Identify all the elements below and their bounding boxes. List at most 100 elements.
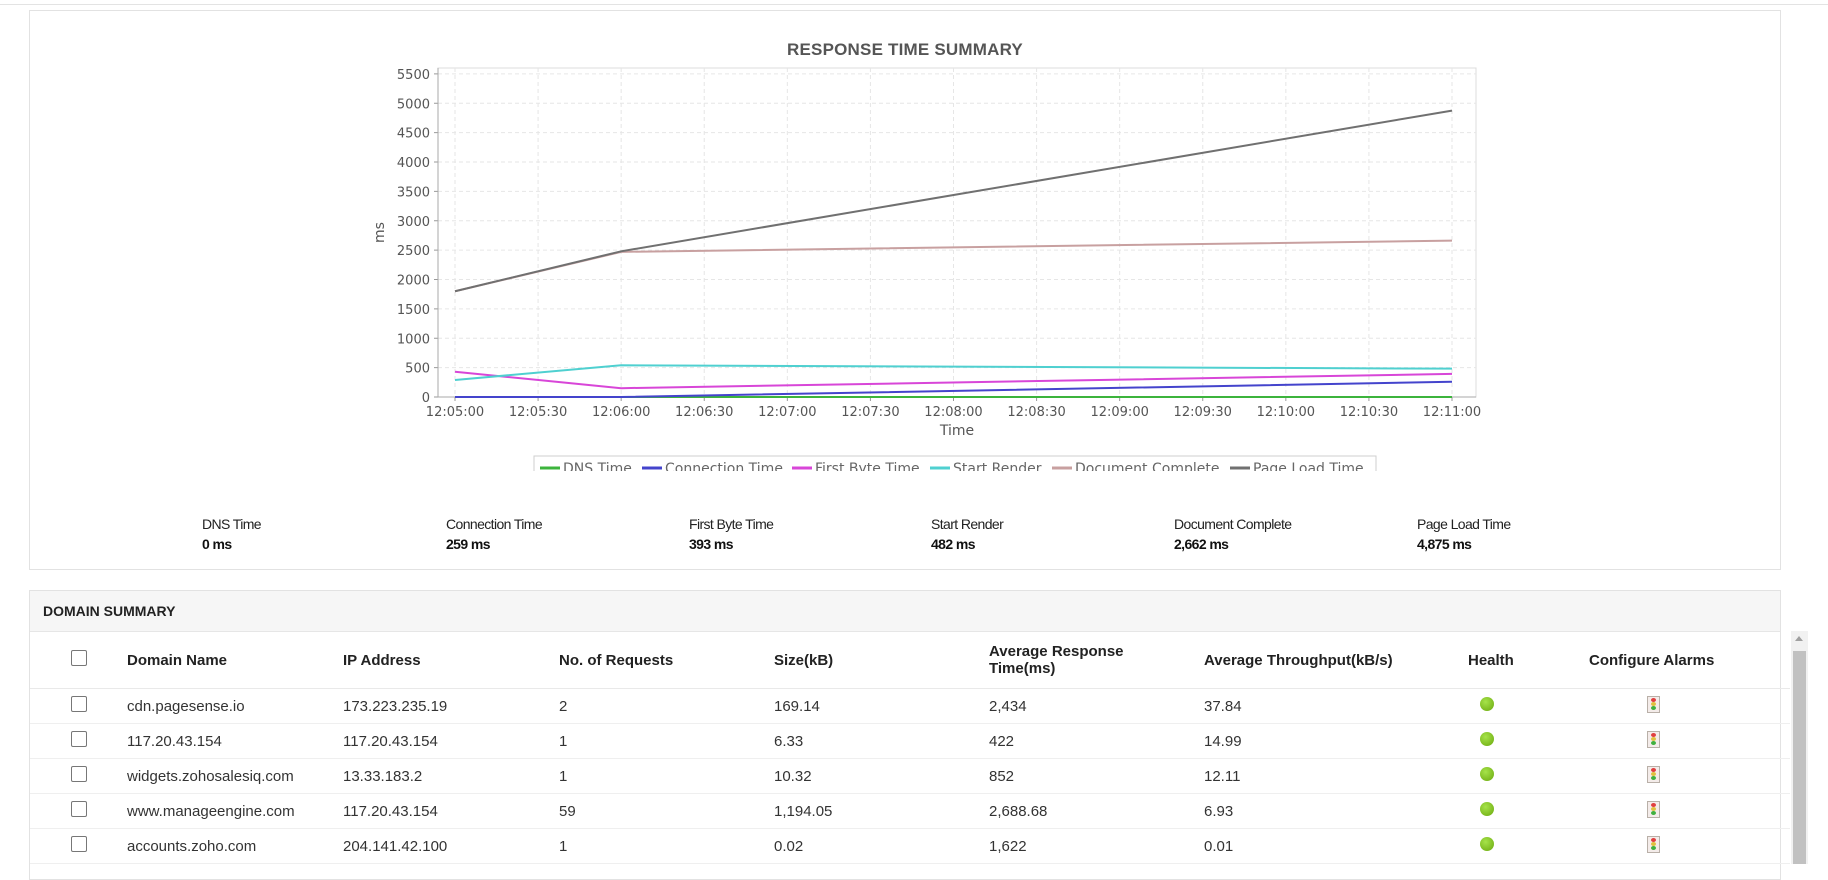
col-requests[interactable]: No. of Requests xyxy=(559,632,774,689)
cell-requests: 59 xyxy=(559,793,774,829)
traffic-light-icon[interactable] xyxy=(1647,800,1660,818)
domain-summary-panel: DOMAIN SUMMARY Domain Name IP Address No… xyxy=(29,590,1790,880)
cell-health xyxy=(1439,793,1589,829)
cell-avg-response: 1,622 xyxy=(989,828,1204,864)
x-tick-label: 12:05:00 xyxy=(426,405,484,420)
col-avg-response[interactable]: Average Response Time(ms) xyxy=(989,632,1204,689)
series-line xyxy=(454,109,1453,293)
y-tick-label: 3000 xyxy=(397,215,430,230)
cell-size: 1,194.05 xyxy=(774,793,989,829)
cell-throughput: 12.11 xyxy=(1204,758,1439,794)
x-tick-label: 12:10:00 xyxy=(1257,405,1315,420)
response-time-chart: 0 500 1000 1500 2000 2500 3000 3500 4000 4500 5000… xyxy=(372,67,1481,471)
scroll-thumb[interactable] xyxy=(1793,651,1806,864)
health-status-icon xyxy=(1480,802,1494,816)
cell-size: 169.14 xyxy=(774,688,989,724)
summary-value: 2,662 ms xyxy=(1174,536,1229,552)
summary-value: 393 ms xyxy=(689,536,733,552)
cell-health xyxy=(1439,688,1589,724)
col-throughput[interactable]: Average Throughput(kB/s) xyxy=(1204,632,1439,689)
x-tick-label: 12:06:00 xyxy=(592,405,650,420)
y-tick-label: 4500 xyxy=(397,127,430,142)
col-configure-alarms[interactable]: Configure Alarms xyxy=(1589,632,1790,689)
scroll-up-icon[interactable] xyxy=(1795,636,1803,641)
summary-stats: DNS Time 0 ms Connection Time 259 ms Fir… xyxy=(30,516,1780,566)
cell-avg-response: 422 xyxy=(989,723,1204,759)
y-tick-label: 4000 xyxy=(397,156,430,171)
legend-label: First Byte Time xyxy=(815,461,920,471)
cell-health xyxy=(1439,828,1589,864)
row-checkbox[interactable] xyxy=(70,731,87,747)
cell-health xyxy=(1439,723,1589,759)
x-tick-label: 12:11:00 xyxy=(1423,405,1481,420)
row-checkbox[interactable] xyxy=(70,696,87,712)
cell-configure-alarms xyxy=(1589,723,1790,759)
traffic-light-icon[interactable] xyxy=(1647,835,1660,853)
col-avg-response-line2: Time(ms) xyxy=(989,660,1056,677)
cell-ip: 204.141.42.100 xyxy=(343,828,559,864)
cell-size: 0.02 xyxy=(774,828,989,864)
table-row: cdn.pagesense.io 173.223.235.19 2 169.14 2,4… xyxy=(30,688,1790,724)
cell-health xyxy=(1439,758,1589,794)
domain-table: Domain Name IP Address No. of Requests S… xyxy=(30,632,1790,864)
table-row: 117.20.43.154 117.20.43.154 1 6.33 422 14.99 xyxy=(30,723,1790,759)
row-checkbox[interactable] xyxy=(70,801,87,817)
summary-first-byte: First Byte Time 393 ms xyxy=(689,516,889,552)
col-size[interactable]: Size(kB) xyxy=(774,632,989,689)
table-header-row: Domain Name IP Address No. of Requests S… xyxy=(30,632,1790,689)
traffic-light-icon[interactable] xyxy=(1647,765,1660,783)
cell-avg-response: 2,688.68 xyxy=(989,793,1204,829)
summary-dns: DNS Time 0 ms xyxy=(202,516,402,552)
row-select-cell xyxy=(30,688,127,724)
summary-value: 259 ms xyxy=(446,536,490,552)
y-tick-label: 2000 xyxy=(397,274,430,289)
response-time-panel: RESPONSE TIME SUMMARY 0 500 1000 1500 2000 25… xyxy=(29,10,1781,570)
health-status-icon xyxy=(1480,767,1494,781)
x-tick-label: 12:09:00 xyxy=(1090,405,1148,420)
x-tick-label: 12:07:30 xyxy=(841,405,899,420)
summary-label: Connection Time xyxy=(446,516,543,532)
health-status-icon xyxy=(1480,837,1494,851)
legend-label: Document Complete xyxy=(1075,461,1219,471)
row-checkbox[interactable] xyxy=(70,766,87,782)
summary-label: Document Complete xyxy=(1174,516,1292,532)
y-axis-label: ms xyxy=(372,222,388,243)
summary-connection: Connection Time 259 ms xyxy=(446,516,646,552)
legend-label: Connection Time xyxy=(665,461,783,471)
traffic-light-icon[interactable] xyxy=(1647,695,1660,713)
table-scrollbar[interactable] xyxy=(1791,631,1808,864)
health-status-icon xyxy=(1480,732,1494,746)
row-select-cell xyxy=(30,723,127,759)
col-avg-response-line1: Average Response xyxy=(989,643,1124,660)
col-domain-name[interactable]: Domain Name xyxy=(127,632,343,689)
cell-domain: widgets.zohosalesiq.com xyxy=(127,758,343,794)
series-line xyxy=(454,364,1453,381)
cell-avg-response: 2,434 xyxy=(989,688,1204,724)
traffic-light-icon[interactable] xyxy=(1647,730,1660,748)
cell-requests: 1 xyxy=(559,723,774,759)
cell-ip: 117.20.43.154 xyxy=(343,723,559,759)
summary-value: 4,875 ms xyxy=(1417,536,1472,552)
cell-ip: 117.20.43.154 xyxy=(343,793,559,829)
summary-label: Start Render xyxy=(931,516,1004,532)
y-tick-label: 2500 xyxy=(397,244,430,259)
select-all-checkbox[interactable] xyxy=(70,650,87,666)
plot-area xyxy=(437,67,1477,398)
series-line xyxy=(454,370,1453,390)
health-status-icon xyxy=(1480,697,1494,711)
cell-configure-alarms xyxy=(1589,793,1790,829)
cell-requests: 1 xyxy=(559,758,774,794)
x-tick-label: 12:08:30 xyxy=(1007,405,1065,420)
cell-ip: 13.33.183.2 xyxy=(343,758,559,794)
row-checkbox[interactable] xyxy=(70,836,87,852)
cell-requests: 2 xyxy=(559,688,774,724)
col-ip-address[interactable]: IP Address xyxy=(343,632,559,689)
cell-domain: www.manageengine.com xyxy=(127,793,343,829)
cell-configure-alarms xyxy=(1589,758,1790,794)
y-tick-label: 500 xyxy=(405,362,430,377)
col-health[interactable]: Health xyxy=(1439,632,1589,689)
cell-configure-alarms xyxy=(1589,828,1790,864)
legend-label: Page Load Time xyxy=(1253,461,1364,471)
table-row: widgets.zohosalesiq.com 13.33.183.2 1 10.32… xyxy=(30,758,1790,794)
legend-label: Start Render xyxy=(953,461,1042,471)
